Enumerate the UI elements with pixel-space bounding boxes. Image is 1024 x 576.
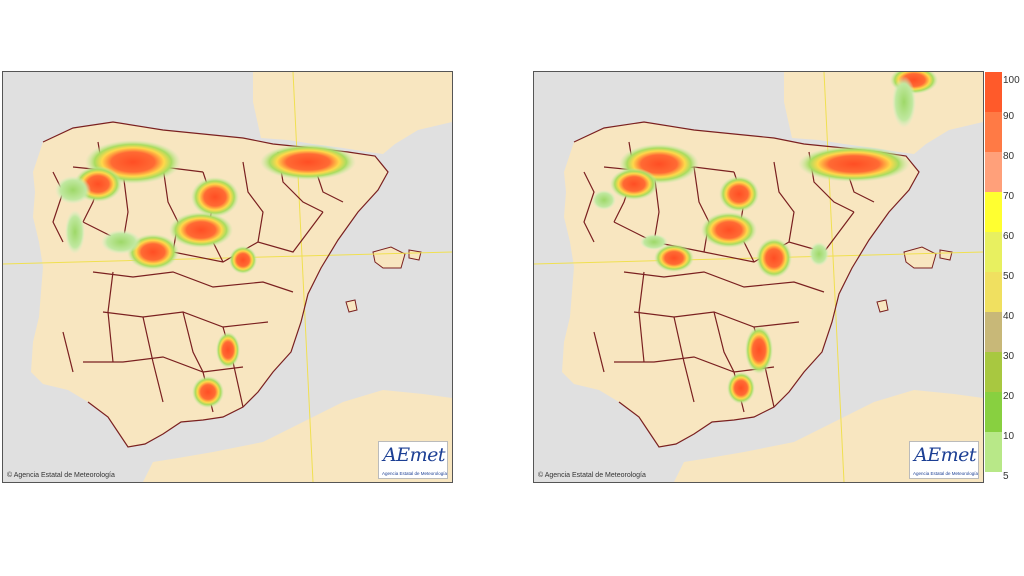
legend-label: 70	[1003, 191, 1015, 202]
legend-label: 50	[1003, 271, 1015, 282]
legend-swatch	[985, 312, 1002, 352]
probability-hotspots	[55, 140, 356, 408]
legend-label: 20	[1003, 391, 1015, 402]
probability-hotspots	[592, 72, 938, 404]
legend-label: 80	[1003, 151, 1015, 162]
legend-swatch	[985, 152, 1002, 192]
spain-map-right	[534, 72, 983, 482]
legend-swatch	[985, 192, 1002, 232]
forecast-map-right: © Agencia Estatal de Meteorología AEmet …	[533, 71, 984, 483]
legend-label: 60	[1003, 231, 1015, 242]
logo-subtitle: Agencia Estatal de Meteorología	[382, 471, 448, 476]
logo-subtitle: Agencia Estatal de Meteorología	[913, 471, 979, 476]
legend-label: 40	[1003, 311, 1015, 322]
legend-swatch	[985, 432, 1002, 472]
legend-swatch	[985, 112, 1002, 152]
legend-swatch	[985, 352, 1002, 392]
legend-label: 5	[1003, 471, 1009, 482]
logo-wordmark: AEmet	[383, 444, 446, 466]
legend-label: 30	[1003, 351, 1015, 362]
probability-legend: 100 90 80 70 60 50 40 30 20 10 5	[985, 72, 1023, 482]
forecast-map-left: © Agencia Estatal de Meteorología AEmet …	[2, 71, 453, 483]
logo-wordmark: AEmet	[914, 444, 977, 466]
legend-swatch	[985, 392, 1002, 432]
legend-label: 90	[1003, 111, 1015, 122]
aemet-logo: AEmet Agencia Estatal de Meteorología	[378, 441, 448, 479]
copyright-text: © Agencia Estatal de Meteorología	[7, 472, 115, 479]
legend-label: 100	[1003, 75, 1020, 86]
copyright-text: © Agencia Estatal de Meteorología	[538, 472, 646, 479]
legend-swatch	[985, 272, 1002, 312]
legend-swatch	[985, 232, 1002, 272]
legend-swatch	[985, 72, 1002, 112]
spain-map-left	[3, 72, 452, 482]
legend-label: 10	[1003, 431, 1015, 442]
aemet-logo: AEmet Agencia Estatal de Meteorología	[909, 441, 979, 479]
